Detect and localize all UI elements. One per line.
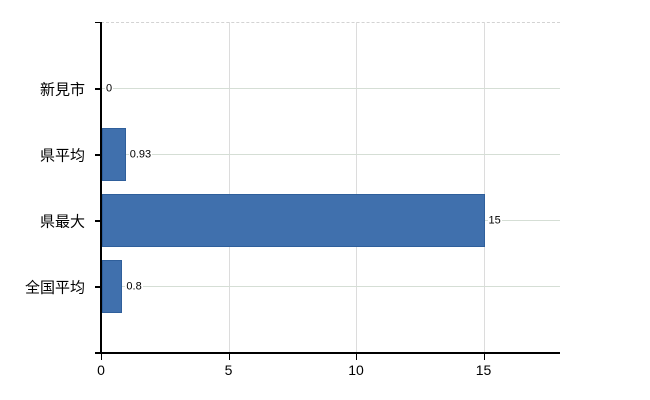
- v-gridline: [228, 22, 230, 352]
- x-tick-label: 15: [475, 362, 492, 378]
- h-gridline: [101, 88, 560, 89]
- y-axis-top-tick: [95, 22, 101, 23]
- y-tick-mark: [95, 88, 101, 90]
- x-tick-label: 0: [97, 362, 105, 378]
- x-tick-mark: [101, 354, 102, 360]
- x-axis-line: [95, 352, 560, 354]
- y-tick-mark: [95, 220, 101, 222]
- v-gridline: [356, 22, 357, 352]
- category-label: 新見市: [39, 81, 85, 98]
- bar: [102, 259, 123, 313]
- category-label: 全国平均: [24, 279, 85, 296]
- x-tick-label: 10: [348, 362, 364, 378]
- h-gridline: [101, 286, 560, 287]
- bar: [102, 193, 485, 247]
- y-tick-mark: [95, 154, 101, 156]
- h-gridline: [101, 154, 560, 155]
- bar-value-label: 0.93: [128, 148, 153, 161]
- x-tick-label: 5: [224, 362, 233, 378]
- category-label: 県最大: [39, 213, 85, 230]
- x-tick-mark: [228, 354, 230, 360]
- bar-value-label: 0.8: [125, 280, 143, 293]
- y-axis-line: [100, 22, 102, 352]
- x-tick-mark: [483, 354, 485, 360]
- v-gridline: [483, 22, 485, 352]
- plot-top-border: [101, 22, 560, 23]
- bar-value-label: 0: [105, 82, 114, 95]
- category-label: 県平均: [39, 147, 85, 164]
- x-tick-mark: [356, 354, 357, 360]
- y-tick-mark: [95, 286, 101, 288]
- bar-value-label: 15: [487, 214, 502, 227]
- bar: [102, 127, 126, 181]
